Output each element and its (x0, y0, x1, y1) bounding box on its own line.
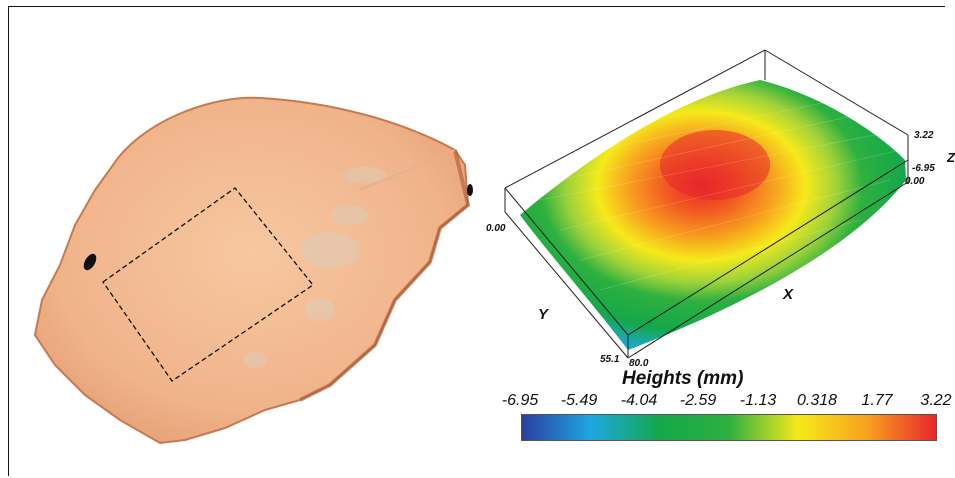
colorbar-tick: -1.13 (739, 392, 777, 409)
scan-region-outline (102, 187, 314, 382)
colorbar-tick-labels: -6.95 -5.49 -4.04 -2.59 -1.13 0.318 1.77… (496, 392, 955, 414)
colorbar-tick: 3.22 (920, 392, 952, 409)
hole-mark (83, 253, 97, 271)
colorbar-tick: 1.77 (861, 392, 893, 409)
figure-frame (8, 6, 945, 476)
y-axis-label: Y (538, 306, 549, 323)
z-axis-max-tick: 3.22 (914, 130, 934, 141)
sherd-photo (33, 96, 473, 445)
colorbar-tick: -5.49 (560, 392, 598, 409)
z-axis-label: Z (947, 150, 955, 165)
colorbar-tick: -4.04 (620, 392, 658, 409)
colorbar-title: Heights (mm) (622, 368, 744, 389)
y-axis-end-tick: 55.1 (600, 354, 620, 365)
colorbar-tick: -6.95 (501, 392, 539, 409)
x-axis-end-tick: 80.0 (629, 358, 649, 369)
colorbar-tick: 0.318 (796, 392, 838, 409)
x-axis-label: X (783, 286, 794, 303)
y-axis-start-tick: 0.00 (486, 223, 506, 234)
x-axis-start-tick: 0.00 (905, 176, 925, 187)
z-axis-min-tick: -6.95 (912, 163, 935, 174)
colorbar-tick: -2.59 (679, 392, 717, 409)
colorbar-gradient (521, 414, 937, 441)
